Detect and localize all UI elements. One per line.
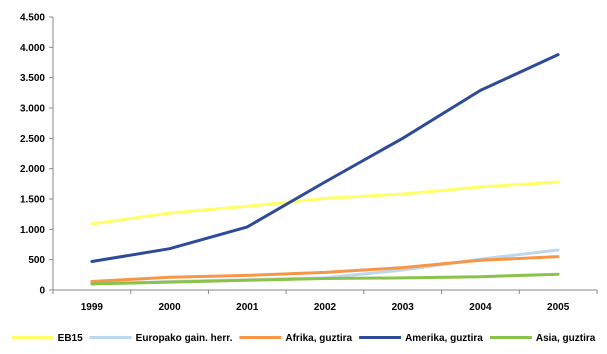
legend-item: Europako gain. herr. bbox=[89, 333, 233, 344]
legend: EB15 Europako gain. herr. Afrika, guztira A… bbox=[11, 333, 596, 344]
y-tick-label: 1.000 bbox=[20, 225, 45, 236]
y-tick-label: 2.500 bbox=[20, 134, 45, 145]
legend-label: Amerika, guztira bbox=[405, 333, 483, 344]
series-line bbox=[90, 272, 560, 286]
x-tick-label: 1999 bbox=[81, 302, 104, 313]
y-tick-label: 4.000 bbox=[20, 43, 45, 54]
y-tick-label: 500 bbox=[28, 255, 45, 266]
y-tick-label: 4.500 bbox=[20, 13, 45, 24]
legend-item: EB15 bbox=[11, 333, 83, 344]
legend-label: Europako gain. herr. bbox=[136, 333, 233, 344]
x-tick-label: 2000 bbox=[158, 302, 181, 313]
series-line bbox=[90, 180, 560, 226]
y-tick-label: 3.000 bbox=[20, 104, 45, 115]
x-tick-label: 2004 bbox=[469, 302, 492, 313]
y-tick-label: 2.000 bbox=[20, 164, 45, 175]
x-tick-label: 2002 bbox=[314, 302, 337, 313]
series-line bbox=[90, 53, 560, 263]
legend-label: Afrika, guztira bbox=[285, 333, 352, 344]
x-tick-label: 2001 bbox=[236, 302, 259, 313]
legend-item: Afrika, guztira bbox=[239, 333, 352, 344]
y-tick-label: 0 bbox=[39, 286, 45, 297]
x-tick-label: 2003 bbox=[392, 302, 415, 313]
legend-item: Asia, guztira bbox=[489, 333, 596, 344]
x-tick-label: 2005 bbox=[547, 302, 570, 313]
legend-item: Amerika, guztira bbox=[359, 333, 483, 344]
axes: 0 500 1.000 1.500 2.000 2.500 3.000 3.500 4.000 4… bbox=[20, 13, 598, 313]
series-line bbox=[90, 255, 560, 283]
y-tick-label: 3.500 bbox=[20, 73, 45, 84]
y-tick-label: 1.500 bbox=[20, 195, 45, 206]
series-lines bbox=[90, 53, 560, 286]
legend-label: Asia, guztira bbox=[536, 333, 596, 344]
legend-label: EB15 bbox=[58, 333, 83, 344]
